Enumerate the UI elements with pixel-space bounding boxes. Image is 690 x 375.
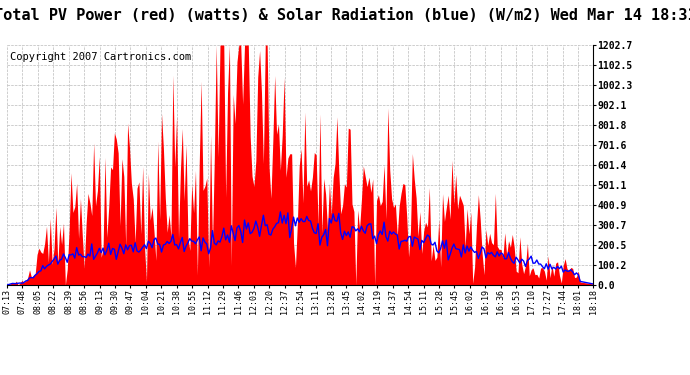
Text: Copyright 2007 Cartronics.com: Copyright 2007 Cartronics.com bbox=[10, 52, 191, 62]
Text: Total PV Power (red) (watts) & Solar Radiation (blue) (W/m2) Wed Mar 14 18:31: Total PV Power (red) (watts) & Solar Rad… bbox=[0, 8, 690, 22]
